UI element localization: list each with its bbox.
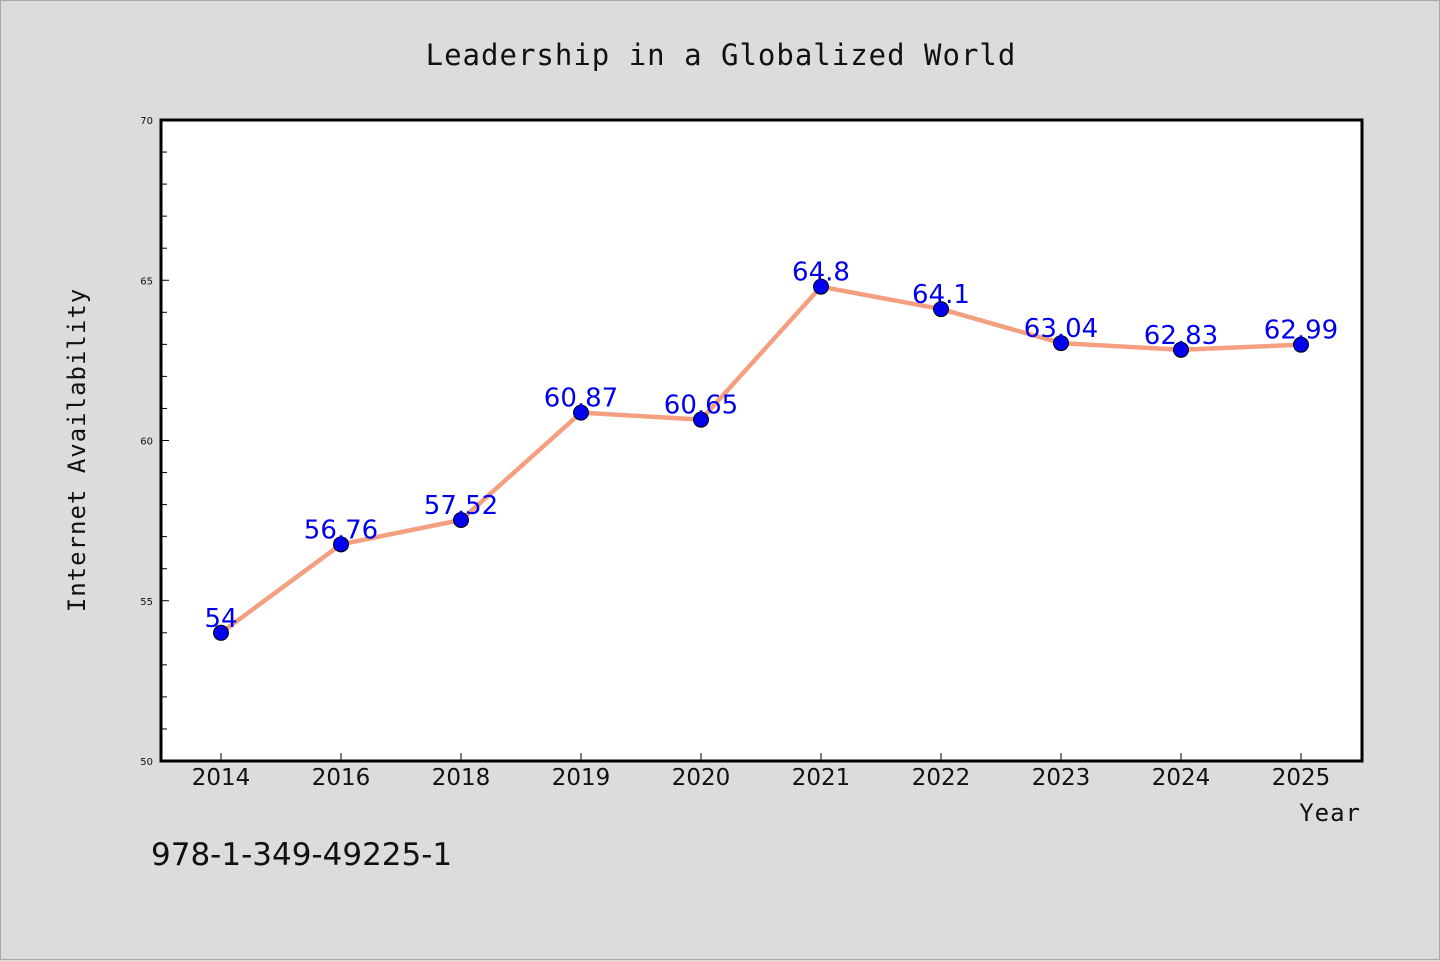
data-label: 62.99 bbox=[1264, 316, 1338, 346]
x-tick-label: 2014 bbox=[192, 765, 251, 791]
y-tick-label: 50 bbox=[140, 757, 153, 768]
data-point bbox=[813, 278, 829, 295]
y-tick-label: 55 bbox=[140, 597, 153, 608]
data-label: 60.65 bbox=[664, 391, 738, 421]
data-point bbox=[213, 624, 229, 641]
data-point bbox=[933, 301, 949, 318]
data-label: 60.87 bbox=[544, 384, 618, 414]
x-tick-label: 2023 bbox=[1032, 765, 1091, 791]
y-tick-label: 70 bbox=[140, 116, 153, 127]
y-tick-label: 60 bbox=[140, 437, 153, 448]
x-tick-label: 2020 bbox=[672, 765, 731, 791]
y-axis-label: Internet Availability bbox=[63, 288, 91, 612]
x-axis-label: Year bbox=[1299, 799, 1361, 827]
data-point bbox=[1053, 335, 1069, 352]
plot-area bbox=[161, 120, 1362, 761]
x-tick-label: 2022 bbox=[912, 765, 971, 791]
x-tick-label: 2018 bbox=[432, 765, 491, 791]
data-point bbox=[453, 511, 469, 528]
isbn-text: 978-1-349-49225-1 bbox=[151, 837, 452, 873]
x-tick-label: 2016 bbox=[312, 765, 371, 791]
plot-border bbox=[159, 118, 1364, 763]
x-tick-label: 2021 bbox=[792, 765, 851, 791]
data-label: 56.76 bbox=[304, 515, 378, 545]
data-label: 64.8 bbox=[792, 258, 850, 288]
x-axis-ticks: 2014 2016 2018 2019 2020 2021 2022 2023 2024 2025 bbox=[192, 753, 1331, 791]
chart-title: Leadership in a Globalized World bbox=[426, 38, 1017, 72]
data-point bbox=[573, 404, 589, 421]
data-point bbox=[1293, 336, 1309, 353]
series-line bbox=[218, 284, 1304, 636]
data-label: 54 bbox=[204, 604, 237, 634]
data-point bbox=[1173, 341, 1189, 358]
data-point bbox=[333, 536, 349, 553]
data-label: 64.1 bbox=[912, 280, 970, 310]
data-point bbox=[693, 411, 709, 428]
x-tick-label: 2024 bbox=[1152, 765, 1211, 791]
data-label: 57.52 bbox=[424, 491, 498, 521]
data-label: 62.83 bbox=[1144, 321, 1218, 351]
x-tick-label: 2019 bbox=[552, 765, 611, 791]
x-tick-label: 2025 bbox=[1272, 765, 1331, 791]
data-label: 63.04 bbox=[1024, 314, 1098, 344]
series-layer: 54 56.76 57.52 60.87 60.65 64.8 64.1 63.04 62.83… bbox=[204, 258, 1338, 641]
y-tick-label: 65 bbox=[140, 276, 153, 287]
